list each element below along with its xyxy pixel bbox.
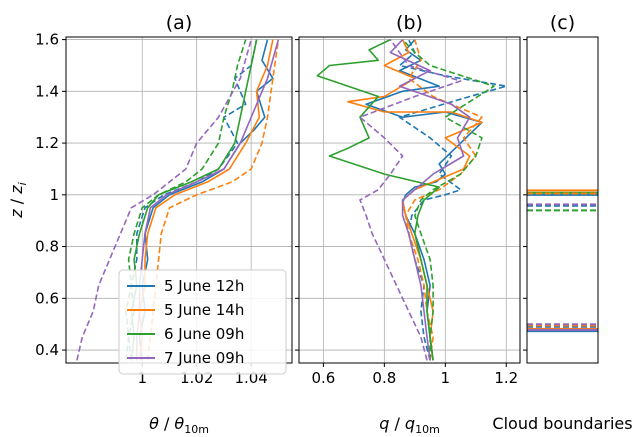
panel-title: (a) xyxy=(166,12,192,34)
x-axis-label: θ / θ10m xyxy=(149,414,209,436)
series-line-7-june-09h-solid xyxy=(389,39,471,361)
x-tick-label: 1 xyxy=(441,369,451,387)
axes-frame xyxy=(298,36,521,364)
legend-label-5-june-14h: 5 June 14h xyxy=(164,301,244,319)
panel-c: (c) Cloud boundaries xyxy=(492,12,632,433)
legend-box xyxy=(118,269,287,375)
y-tick-label: 1 xyxy=(49,186,59,204)
x-tick-label: 0.8 xyxy=(372,369,396,387)
y-tick-label: 0.4 xyxy=(35,341,59,359)
series-line-6-june-09h-dashed xyxy=(402,39,495,361)
axes-frame xyxy=(526,36,599,364)
y-tick-label: 1.2 xyxy=(35,134,59,152)
legend-label-5-june-12h: 5 June 12h xyxy=(164,277,244,295)
legend-label-6-june-09h: 6 June 09h xyxy=(164,325,244,343)
data-layer xyxy=(316,38,508,361)
y-axis-label: z / zi xyxy=(7,182,29,218)
legend: 5 June 12h 5 June 14h 6 June 09h 7 June 09h xyxy=(118,269,287,375)
data-layer xyxy=(527,189,598,333)
panel-title: (c) xyxy=(550,12,575,34)
x-axis-label: Cloud boundaries xyxy=(492,414,632,433)
x-tick-label: 1.2 xyxy=(494,369,518,387)
y-tick-label: 0.8 xyxy=(35,238,59,256)
x-axis-label: q / q10m xyxy=(379,414,440,436)
series-line-5-june-14h-dashed xyxy=(404,39,483,361)
series-line-7-june-09h-dashed xyxy=(76,39,252,361)
series-line-6-june-09h-solid xyxy=(316,38,441,361)
series-line-7-june-09h-dashed xyxy=(359,39,462,361)
series-line-5-june-12h-dashed xyxy=(398,39,508,361)
panel-title: (b) xyxy=(396,12,423,34)
x-tick-label: 0.6 xyxy=(311,369,335,387)
y-tick-label: 0.6 xyxy=(35,289,59,307)
x-tick-label: 1 xyxy=(137,369,147,387)
y-tick-label: 1.6 xyxy=(35,31,59,49)
legend-label-7-june-09h: 7 June 09h xyxy=(164,349,244,367)
y-tick-label: 1.4 xyxy=(35,82,59,100)
panel-b: 0.6 0.8 1 1.2 (b) q / q10m xyxy=(295,12,521,436)
